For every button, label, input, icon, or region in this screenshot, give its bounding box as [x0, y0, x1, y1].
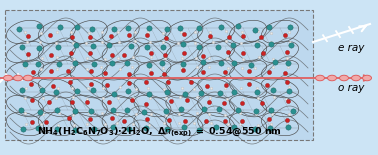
Ellipse shape [23, 75, 33, 81]
Ellipse shape [352, 75, 361, 81]
Ellipse shape [14, 75, 23, 81]
Text: o ray: o ray [338, 83, 364, 93]
Ellipse shape [363, 75, 372, 81]
Ellipse shape [316, 75, 324, 81]
Ellipse shape [3, 75, 12, 81]
Text: e ray: e ray [338, 43, 364, 53]
FancyBboxPatch shape [5, 10, 313, 140]
Ellipse shape [327, 75, 336, 81]
Text: $\mathbf{NH_4(H_2C_6N_7O_3){\cdot}2H_2O,\ \Delta}$$\mathbf{\it{n}}$$\mathbf{_{(e: $\mathbf{NH_4(H_2C_6N_7O_3){\cdot}2H_2O,… [37, 126, 282, 139]
Ellipse shape [339, 75, 349, 81]
